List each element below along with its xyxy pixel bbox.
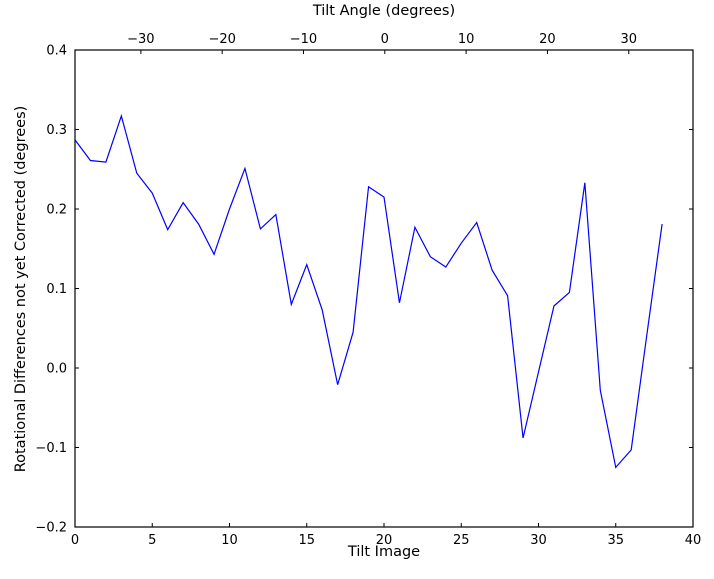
x-tick-label: 30 — [530, 533, 547, 548]
data-line — [74, 113, 663, 469]
top-axis-title: Tilt Angle (degrees) — [312, 3, 456, 19]
x-axis-label: Tilt Image — [347, 544, 421, 560]
top-tick-label: 30 — [620, 32, 637, 47]
x-tick-label: 10 — [221, 533, 238, 548]
x-tick-label: 40 — [685, 533, 702, 548]
top-tick-label: 20 — [539, 32, 556, 47]
top-tick-label: 0 — [381, 32, 389, 47]
y-tick-label: 0.2 — [46, 203, 67, 218]
x-tick-label: 20 — [376, 533, 393, 548]
x-tick-label: 15 — [298, 533, 315, 548]
top-tick-label: −30 — [127, 32, 154, 47]
top-tick-label: 10 — [458, 32, 475, 47]
y-tick-label: −0.2 — [35, 521, 67, 536]
y-tick-label: 0.3 — [46, 123, 67, 138]
y-tick-label: −0.1 — [35, 441, 67, 456]
top-tick-label: −20 — [208, 32, 235, 47]
x-tick-label: 0 — [71, 533, 79, 548]
x-tick-label: 35 — [607, 533, 624, 548]
x-tick-label: 5 — [148, 533, 156, 548]
x-tick-label: 25 — [453, 533, 470, 548]
y-tick-label: 0.0 — [46, 362, 67, 377]
y-tick-label: 0.1 — [46, 282, 67, 297]
top-tick-label: −10 — [290, 32, 317, 47]
plot-frame — [74, 49, 694, 528]
y-tick-label: 0.4 — [46, 44, 67, 59]
